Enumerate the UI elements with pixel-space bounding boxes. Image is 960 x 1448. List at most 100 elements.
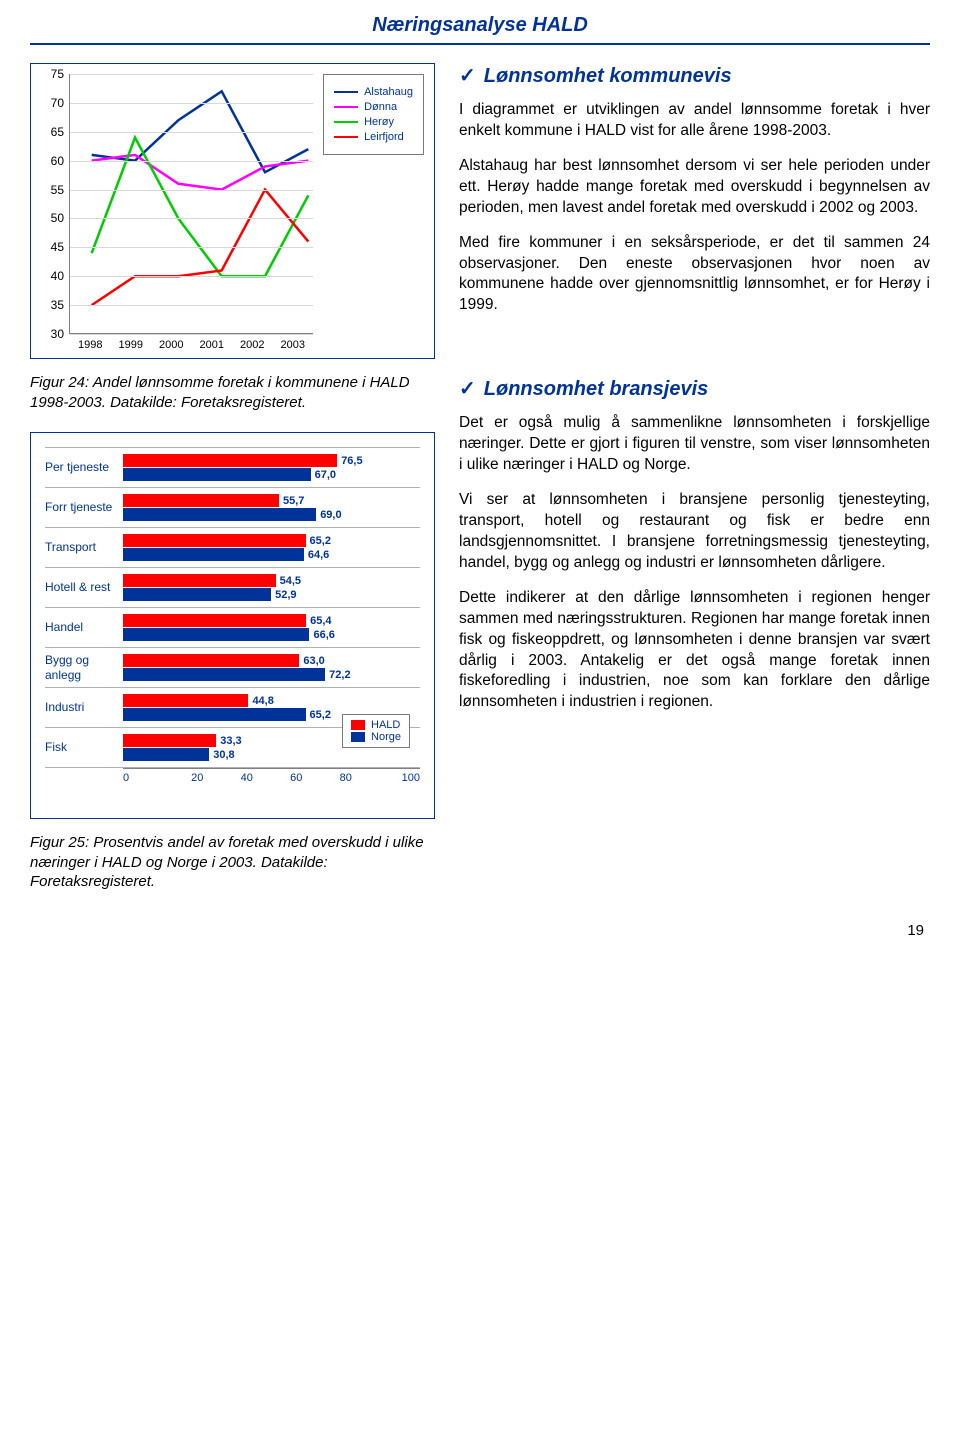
x-tick-label: 1998 [78, 339, 102, 351]
bar [123, 508, 316, 521]
legend-row: Alstahaug [334, 86, 413, 98]
left-column: 30354045505560657075 1998199920002001200… [30, 63, 435, 912]
legend-label-hald: HALD [371, 719, 400, 731]
bar [123, 694, 248, 707]
y-tick-label: 60 [51, 154, 64, 168]
bar-row: 76,5 [123, 454, 420, 467]
grid-line [70, 74, 313, 75]
bar [123, 548, 304, 561]
section2-para3: Dette indikerer at den dårlige lønnsomhe… [459, 588, 930, 714]
section2-para2: Vi ser at lønnsomheten i bransjene perso… [459, 490, 930, 574]
x-tick-label: 80 [321, 772, 371, 784]
bar-value-label: 72,2 [329, 669, 350, 681]
x-tick-label: 40 [222, 772, 272, 784]
bar-chart-legend: HALD Norge [342, 714, 410, 748]
y-axis-labels: 30354045505560657075 [42, 74, 66, 333]
section1-heading-text: Lønnsomhet kommunevis [484, 65, 732, 87]
bar-area: 55,7 69,0 [123, 491, 420, 524]
bar-row: 72,2 [123, 668, 420, 681]
section2-heading-text: Lønnsomhet bransjevis [484, 378, 709, 400]
bar-value-label: 55,7 [283, 495, 304, 507]
grid-line [70, 190, 313, 191]
bar-category-label: Bygg og anlegg [45, 653, 123, 682]
section1-para3: Med fire kommuner i en seksårsperiode, e… [459, 233, 930, 317]
legend-row: Herøy [334, 116, 413, 128]
bar-value-label: 63,0 [303, 655, 324, 667]
bar-category-label: Industri [45, 700, 123, 714]
bar-value-label: 65,4 [310, 615, 331, 627]
bar-area: 54,5 52,9 [123, 571, 420, 604]
line-chart: 30354045505560657075 1998199920002001200… [69, 74, 313, 334]
legend-line-icon [334, 121, 358, 124]
bar-area: 65,2 64,6 [123, 531, 420, 564]
bar-group: Bygg og anlegg 63,0 72,2 [45, 648, 420, 688]
x-tick-label: 2003 [281, 339, 305, 351]
bar-category-label: Per tjeneste [45, 460, 123, 474]
legend-line-icon [334, 106, 358, 109]
x-tick-label: 60 [272, 772, 322, 784]
bar-group: Transport 65,2 64,6 [45, 528, 420, 568]
bar-value-label: 30,8 [213, 749, 234, 761]
bar-area: 63,0 72,2 [123, 651, 420, 684]
legend-row: Dønna [334, 101, 413, 113]
x-tick-label: 1999 [119, 339, 143, 351]
bar-group: Handel65,466,6 [45, 608, 420, 648]
bar [123, 748, 209, 761]
bar-value-label: 64,6 [308, 549, 329, 561]
y-tick-label: 35 [51, 298, 64, 312]
y-tick-label: 65 [51, 125, 64, 139]
bar-row: 54,5 [123, 574, 420, 587]
bar-row: 65,2 [123, 534, 420, 547]
y-tick-label: 70 [51, 96, 64, 110]
y-tick-label: 40 [51, 269, 64, 283]
x-tick-label: 20 [173, 772, 223, 784]
legend-line-icon [334, 136, 358, 139]
line-chart-svg [70, 74, 330, 334]
y-tick-label: 50 [51, 211, 64, 225]
bar-row: 63,0 [123, 654, 420, 667]
bar-category-label: Hotell & rest [45, 580, 123, 594]
figure24-caption: Figur 24: Andel lønnsomme foretak i komm… [30, 373, 435, 412]
line-chart-wrap: 30354045505560657075 1998199920002001200… [41, 74, 424, 334]
section1-heading: ✓ Lønnsomhet kommunevis [459, 63, 930, 90]
bar [123, 574, 276, 587]
bar-area: 76,567,0 [123, 451, 420, 484]
legend-row-hald: HALD [351, 719, 401, 731]
grid-line [70, 132, 313, 133]
legend-label: Dønna [364, 101, 397, 113]
bar-group: Per tjeneste76,567,0 [45, 447, 420, 488]
check-icon: ✓ [459, 378, 476, 400]
grid-line [70, 218, 313, 219]
x-tick-label: 100 [371, 772, 421, 784]
bar-value-label: 33,3 [220, 735, 241, 747]
page-header: Næringsanalyse HALD [30, 0, 930, 45]
bar [123, 468, 311, 481]
legend-line-icon [334, 91, 358, 94]
grid-line [70, 276, 313, 277]
legend-label: Leirfjord [364, 131, 404, 143]
bar-row: 64,6 [123, 548, 420, 561]
bar-value-label: 69,0 [320, 509, 341, 521]
x-tick-label: 0 [123, 772, 173, 784]
bar-value-label: 52,9 [275, 589, 296, 601]
legend-label-norge: Norge [371, 731, 401, 743]
y-tick-label: 75 [51, 67, 64, 81]
section1-para2: Alstahaug har best lønnsomhet dersom vi … [459, 156, 930, 219]
figure25-caption: Figur 25: Prosentvis andel av foretak me… [30, 833, 435, 892]
check-icon: ✓ [459, 65, 476, 87]
bar-category-label: Handel [45, 620, 123, 634]
bar-value-label: 65,2 [310, 535, 331, 547]
x-tick-label: 2001 [200, 339, 224, 351]
page-number: 19 [0, 912, 960, 957]
bar-row: 67,0 [123, 468, 420, 481]
legend-row: Leirfjord [334, 131, 413, 143]
bar-value-label: 65,2 [310, 709, 331, 721]
bar-row: 44,8 [123, 694, 420, 707]
bar-category-label: Forr tjeneste [45, 500, 123, 514]
bar-row: 52,9 [123, 588, 420, 601]
bar-value-label: 54,5 [280, 575, 301, 587]
content-columns: 30354045505560657075 1998199920002001200… [0, 63, 960, 912]
bar-category-label: Transport [45, 540, 123, 554]
bar [123, 588, 271, 601]
bar [123, 454, 337, 467]
